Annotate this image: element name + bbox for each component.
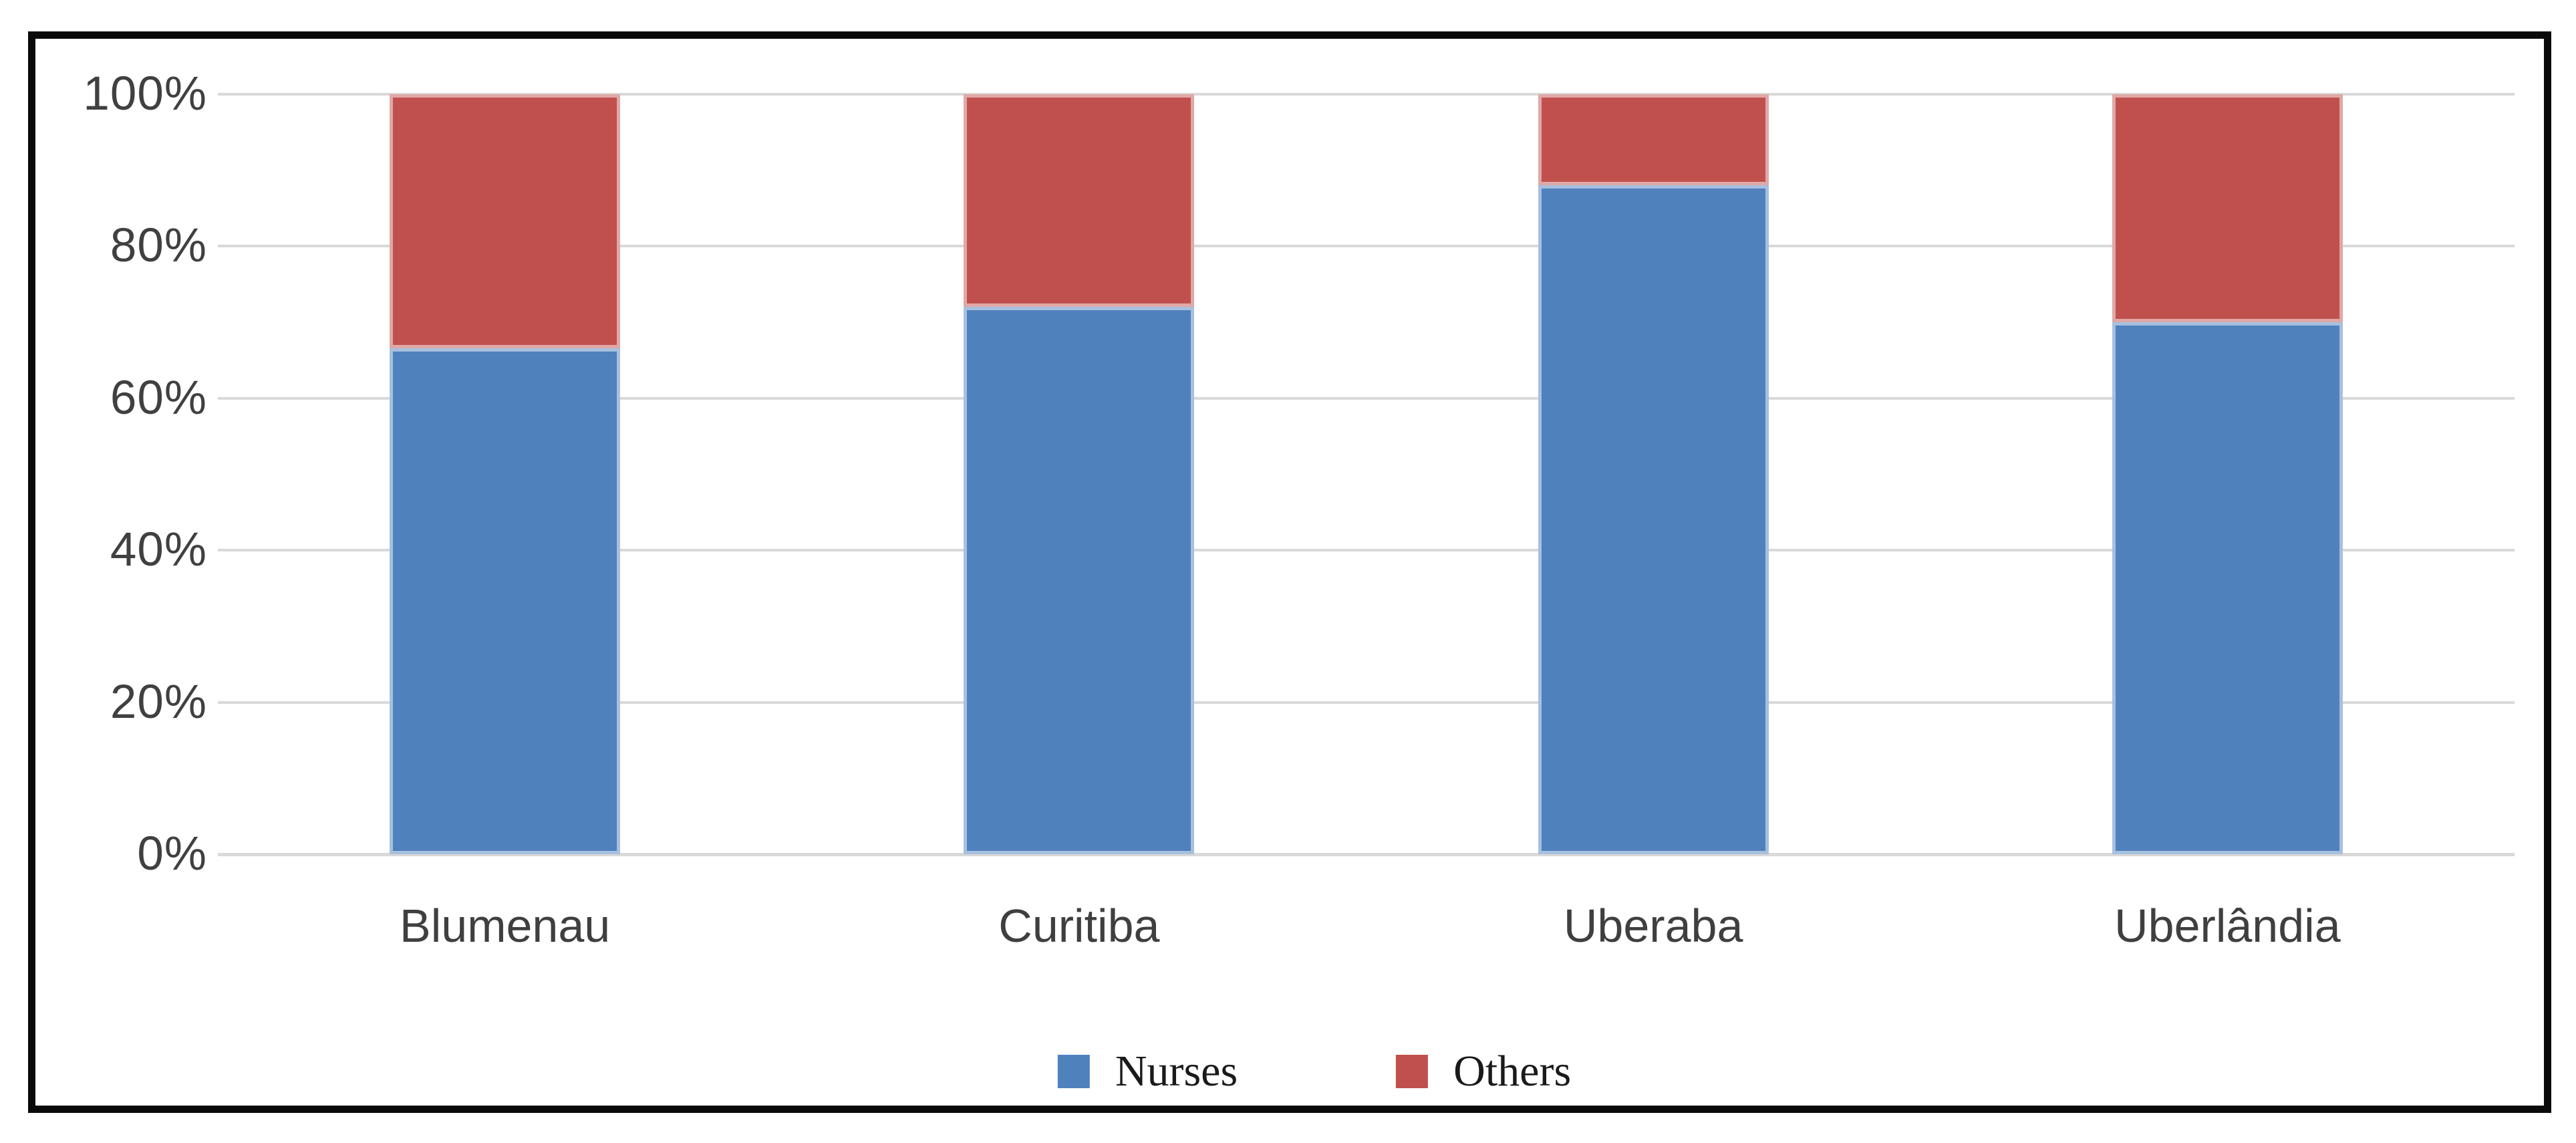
y-tick-label-80: 80% <box>110 219 207 273</box>
y-tick-label-40: 40% <box>110 523 207 577</box>
stacked-bar-curitiba <box>964 94 1195 854</box>
legend-item-others: Others <box>1396 1043 1571 1100</box>
stacked-bar-blumenau <box>390 94 621 854</box>
plot-area <box>218 93 2515 856</box>
category-label-uberlândia: Uberlândia <box>2114 900 2341 952</box>
bar-segment-nurses-curitiba <box>964 307 1195 854</box>
bar-segment-others-uberlândia <box>2112 94 2343 323</box>
category-label-uberaba: Uberaba <box>1563 900 1743 952</box>
bar-slot-curitiba <box>792 94 1366 854</box>
legend: Nurses Others <box>1057 1043 1571 1100</box>
bar-slot-uberlândia <box>1941 94 2515 854</box>
stacked-bar-uberlândia <box>2112 94 2343 854</box>
legend-label-nurses: Nurses <box>1115 1047 1238 1096</box>
x-axis-line <box>218 853 2515 856</box>
chart-frame: 100% 80% 60% 40% 20% 0% Blumenau Curitiba Ubera… <box>28 31 2551 1113</box>
stacked-bar-uberaba <box>1538 94 1769 854</box>
bar-segment-nurses-uberaba <box>1538 185 1769 854</box>
gridline-20 <box>218 701 2515 704</box>
category-label-blumenau: Blumenau <box>400 900 611 952</box>
bar-segment-others-curitiba <box>964 94 1195 307</box>
y-tick-label-100: 100% <box>83 68 207 120</box>
y-tick-label-20: 20% <box>110 675 207 729</box>
gridline-80 <box>218 245 2515 248</box>
legend-swatch-others <box>1396 1055 1429 1088</box>
legend-item-nurses: Nurses <box>1057 1043 1238 1100</box>
bar-segment-others-blumenau <box>390 94 621 348</box>
bar-segment-others-uberaba <box>1538 94 1769 186</box>
bar-segment-nurses-uberlândia <box>2112 322 2343 854</box>
gridline-40 <box>218 549 2515 552</box>
y-tick-label-0: 0% <box>137 828 207 880</box>
bar-slot-uberaba <box>1367 94 1941 854</box>
legend-swatch-nurses <box>1057 1055 1090 1088</box>
category-label-curitiba: Curitiba <box>998 900 1160 952</box>
bar-segment-nurses-blumenau <box>390 348 621 854</box>
bar-slot-blumenau <box>218 94 792 854</box>
gridline-100 <box>218 93 2515 96</box>
y-tick-label-60: 60% <box>110 371 207 424</box>
legend-label-others: Others <box>1453 1047 1572 1096</box>
gridline-60 <box>218 396 2515 400</box>
